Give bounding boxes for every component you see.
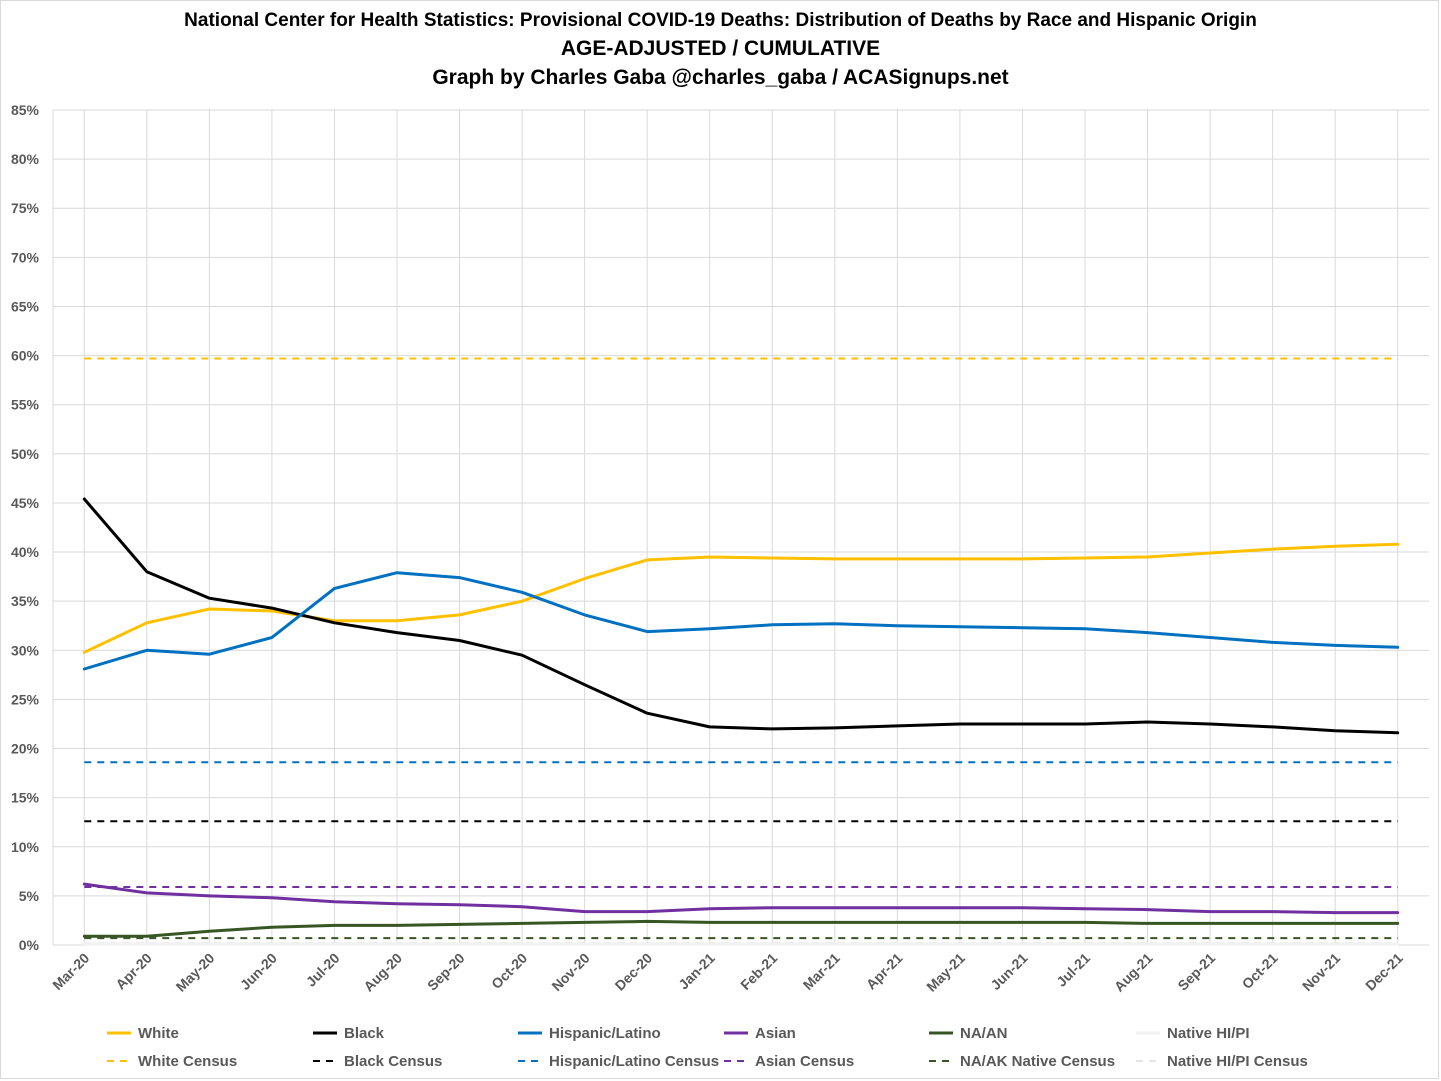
legend-swatch bbox=[929, 1060, 953, 1062]
legend-item-white: White bbox=[106, 1023, 179, 1043]
y-tick-label: 35% bbox=[11, 593, 40, 609]
legend-swatch bbox=[724, 1060, 748, 1062]
legend-label: Asian Census bbox=[755, 1052, 855, 1070]
x-tick-label: Nov-20 bbox=[548, 950, 592, 994]
x-tick-label: Aug-21 bbox=[1111, 950, 1156, 995]
legend-item-white-census: White Census bbox=[106, 1051, 237, 1071]
legend-label: Asian bbox=[755, 1024, 796, 1042]
legend-swatch bbox=[724, 1031, 748, 1035]
x-tick-label: Apr-20 bbox=[112, 950, 155, 993]
y-tick-label: 15% bbox=[11, 790, 40, 806]
y-tick-label: 25% bbox=[11, 691, 40, 707]
legend-item-black-census: Black Census bbox=[312, 1051, 442, 1071]
legend-swatch bbox=[313, 1060, 337, 1062]
x-tick-label: Sep-20 bbox=[424, 950, 468, 994]
y-tick-label: 85% bbox=[11, 102, 40, 118]
legend-swatch bbox=[1136, 1031, 1160, 1035]
x-tick-label: Jul-20 bbox=[303, 950, 343, 990]
legend-label: White bbox=[138, 1024, 179, 1042]
series-line-na-an bbox=[82, 919, 1400, 938]
x-tick-label: Jun-21 bbox=[987, 950, 1030, 993]
series-line-hispanic-latino bbox=[82, 571, 1400, 671]
y-tick-label: 60% bbox=[11, 348, 40, 364]
x-tick-label: Dec-21 bbox=[1362, 950, 1406, 994]
legend-swatch bbox=[518, 1060, 542, 1062]
x-tick-label: May-20 bbox=[173, 950, 218, 995]
legend-label: Native HI/PI bbox=[1167, 1024, 1250, 1042]
legend-label: Hispanic/Latino bbox=[549, 1024, 661, 1042]
x-tick-label: Sep-21 bbox=[1174, 950, 1218, 994]
x-tick-label: Aug-20 bbox=[360, 950, 405, 995]
y-tick-label: 80% bbox=[11, 151, 40, 167]
legend-swatch bbox=[1136, 1060, 1160, 1062]
legend-label: NA/AK Native Census bbox=[960, 1052, 1116, 1070]
x-tick-label: Dec-20 bbox=[612, 950, 656, 994]
y-tick-label: 45% bbox=[11, 495, 40, 511]
x-tick-label: Feb-21 bbox=[737, 950, 780, 993]
y-tick-label: 50% bbox=[11, 446, 40, 462]
x-tick-label: Mar-21 bbox=[800, 950, 843, 993]
x-tick-label: Nov-21 bbox=[1299, 950, 1343, 994]
y-tick-label: 30% bbox=[11, 642, 40, 658]
x-tick-label: Jul-21 bbox=[1053, 950, 1093, 990]
legend-item-native-hi-pi: Native HI/PI bbox=[1135, 1023, 1250, 1043]
legend-label: Black bbox=[344, 1024, 385, 1042]
x-tick-label: Apr-21 bbox=[863, 950, 906, 993]
y-tick-label: 0% bbox=[19, 937, 40, 953]
legend-item-asian-census: Asian Census bbox=[723, 1051, 854, 1071]
y-tick-label: 40% bbox=[11, 544, 40, 560]
series-line-black bbox=[82, 497, 1400, 735]
chart-title: National Center for Health Statistics: P… bbox=[184, 10, 1257, 31]
y-tick-label: 55% bbox=[11, 397, 40, 413]
legend-swatch bbox=[107, 1031, 131, 1035]
legend-label: Black Census bbox=[344, 1052, 443, 1070]
legend-item-na-an: NA/AN bbox=[928, 1023, 1008, 1043]
legend-label: White Census bbox=[138, 1052, 238, 1070]
y-tick-label: 75% bbox=[11, 200, 40, 216]
chart-credit: Graph by Charles Gaba @charles_gaba / AC… bbox=[432, 66, 1009, 89]
legend-swatch bbox=[107, 1060, 131, 1062]
legend-item-hispanic-latino: Hispanic/Latino bbox=[517, 1023, 661, 1043]
x-tick-label: Jan-21 bbox=[675, 950, 718, 993]
x-tick-label: Oct-21 bbox=[1239, 950, 1281, 992]
y-tick-label: 10% bbox=[11, 839, 40, 855]
x-tick-label: Jun-20 bbox=[237, 950, 280, 993]
y-tick-label: 5% bbox=[19, 888, 40, 904]
y-tick-label: 65% bbox=[11, 298, 40, 314]
legend-swatch bbox=[518, 1031, 542, 1035]
legend-label: Native HI/PI Census bbox=[1167, 1052, 1308, 1070]
legend-item-black: Black bbox=[312, 1023, 384, 1043]
legend-swatch bbox=[929, 1031, 953, 1035]
legend-item-na-ak-native-census: NA/AK Native Census bbox=[928, 1051, 1115, 1071]
x-tick-label: Oct-20 bbox=[488, 950, 530, 992]
x-tick-label: May-21 bbox=[923, 950, 968, 995]
chart-subtitle: AGE-ADJUSTED / CUMULATIVE bbox=[560, 37, 881, 60]
legend-label: NA/AN bbox=[960, 1024, 1008, 1042]
x-tick-label: Mar-20 bbox=[49, 950, 92, 993]
y-tick-label: 70% bbox=[11, 249, 40, 265]
legend-item-asian: Asian bbox=[723, 1023, 796, 1043]
legend-label: Hispanic/Latino Census bbox=[549, 1052, 720, 1070]
series-line-asian bbox=[82, 882, 1400, 915]
legend-swatch bbox=[313, 1031, 337, 1035]
legend-item-native-hi-pi-census: Native HI/PI Census bbox=[1135, 1051, 1308, 1071]
legend-item-hispanic-latino-census: Hispanic/Latino Census bbox=[517, 1051, 719, 1071]
y-tick-label: 20% bbox=[11, 741, 40, 757]
